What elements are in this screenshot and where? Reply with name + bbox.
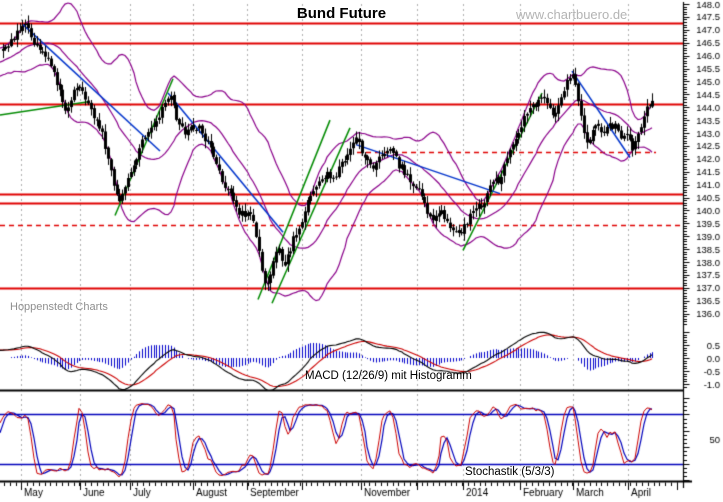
watermark-url: www.chartbuero.de <box>516 7 628 22</box>
stochastic-panel-label: Stochastik (5/3/3) <box>465 466 555 478</box>
chart-title: Bund Future <box>296 5 387 22</box>
macd-panel-label: MACD (12/26/9) mit Histogramm <box>305 370 472 382</box>
provider-label: Hoppenstedt Charts <box>10 301 108 313</box>
